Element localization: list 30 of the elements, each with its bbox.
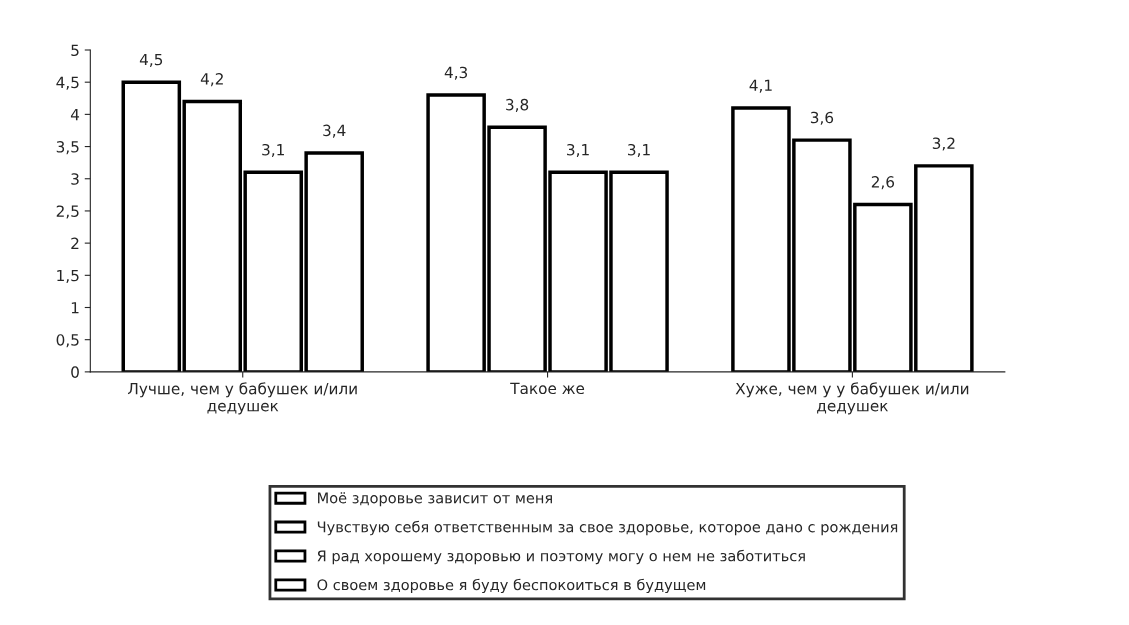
- y-tick-label: 4: [70, 109, 80, 121]
- legend-label: О своем здоровье я буду беспокоиться в будущем: [317, 578, 706, 594]
- data-label: 3,4: [323, 124, 346, 138]
- y-tick-label: 5: [71, 44, 79, 57]
- y-tick-label: 2,5: [56, 205, 79, 219]
- data-label: 3,6: [810, 111, 834, 125]
- data-label: 2,6: [871, 176, 895, 190]
- x-tick-label: Такое же: [510, 382, 585, 395]
- data-label: 4,1: [749, 79, 772, 93]
- y-tick-label: 3: [71, 173, 79, 185]
- legend-label: Чувствую себя ответственным за свое здоровье, которое дано с рождения: [317, 520, 898, 536]
- data-label: 3,8: [506, 98, 529, 112]
- legend-label: Я рад хорошему здоровью и поэтому могу о нем не заботиться: [317, 549, 805, 565]
- legend-label: Моё здоровье зависит от меня: [318, 492, 552, 507]
- x-tick-label: Лучше, чем у бабушек и/или дедушек: [127, 382, 357, 415]
- y-tick-label: 2: [71, 237, 79, 249]
- data-label: 4,5: [139, 53, 163, 67]
- y-tick-label: 0: [71, 366, 79, 378]
- data-label: 3,1: [262, 143, 284, 158]
- y-tick-label: 0,5: [56, 334, 79, 348]
- y-tick-label: 1: [71, 302, 79, 314]
- data-label: 4,3: [444, 66, 468, 80]
- data-label: 3,2: [932, 137, 955, 151]
- y-tick-label: 1,5: [57, 269, 79, 283]
- data-label: 3,1: [628, 143, 650, 158]
- x-tick-label: Хуже, чем у у бабушек и/или дедушек: [735, 382, 969, 415]
- data-label: 3,1: [567, 143, 589, 158]
- y-tick-label: 3,5: [56, 141, 79, 155]
- data-label: 4,2: [200, 73, 223, 87]
- y-tick-label: 4,5: [56, 76, 79, 90]
